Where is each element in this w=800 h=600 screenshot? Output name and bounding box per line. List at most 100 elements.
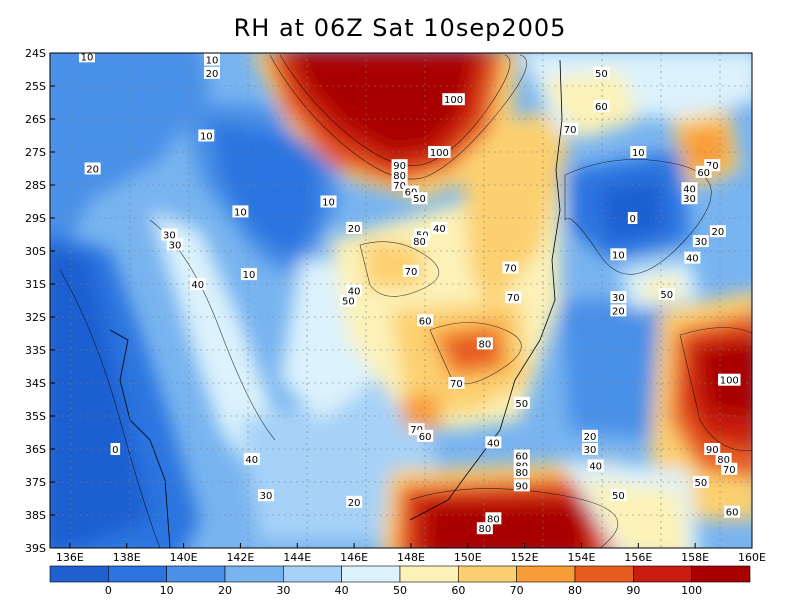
lon-label: 146E bbox=[340, 551, 368, 564]
lon-label: 136E bbox=[56, 551, 84, 564]
svg-text:80: 80 bbox=[478, 524, 491, 535]
lat-label: 30S bbox=[25, 245, 46, 258]
contour-label: 60 bbox=[593, 99, 610, 113]
svg-text:70: 70 bbox=[507, 293, 520, 304]
contour-label: 20 bbox=[204, 66, 220, 80]
svg-text:50: 50 bbox=[595, 69, 608, 80]
contour-label: 70 bbox=[502, 261, 519, 275]
lon-label: 144E bbox=[283, 551, 311, 564]
contour-label: 50 bbox=[610, 489, 627, 502]
colorbar-label: 0 bbox=[105, 584, 112, 597]
colorbar-label: 80 bbox=[568, 584, 582, 597]
lat-label: 32S bbox=[25, 311, 46, 324]
svg-text:80: 80 bbox=[717, 455, 730, 466]
contour-label: 40 bbox=[684, 251, 701, 265]
svg-text:80: 80 bbox=[478, 339, 491, 350]
colorbar-label: 20 bbox=[218, 584, 232, 597]
colorbar-swatch bbox=[283, 565, 342, 583]
lon-label: 142E bbox=[226, 551, 254, 564]
contour-label: 100 bbox=[428, 146, 451, 159]
svg-text:60: 60 bbox=[726, 508, 739, 519]
svg-text:20: 20 bbox=[86, 165, 99, 176]
contour-label: 10 bbox=[240, 268, 257, 281]
contour-label: 30 bbox=[610, 291, 627, 304]
contour-label: 40 bbox=[485, 436, 502, 449]
svg-text:30: 30 bbox=[683, 194, 696, 205]
colorbar-label: 30 bbox=[276, 584, 290, 597]
svg-text:90: 90 bbox=[393, 161, 406, 172]
svg-text:100: 100 bbox=[444, 95, 463, 106]
svg-text:20: 20 bbox=[612, 306, 625, 317]
colorbar: 0 10 20 30 40 50 60 70 80 90 100 bbox=[49, 565, 751, 597]
svg-text:10: 10 bbox=[322, 198, 335, 209]
contour-label: 10 bbox=[630, 146, 647, 159]
colorbar-label: 70 bbox=[510, 584, 524, 597]
svg-text:70: 70 bbox=[450, 379, 463, 390]
contour-label: 10 bbox=[198, 129, 215, 143]
svg-text:60: 60 bbox=[419, 316, 432, 327]
lat-label: 24S bbox=[25, 47, 46, 60]
lat-label: 35S bbox=[25, 410, 46, 423]
contour-label: 50 bbox=[513, 396, 530, 410]
svg-text:40: 40 bbox=[191, 280, 204, 291]
colorbar-swatch bbox=[49, 565, 109, 583]
contour-label: 50 bbox=[692, 476, 709, 489]
svg-text:50: 50 bbox=[612, 491, 625, 502]
lon-label: 138E bbox=[113, 551, 141, 564]
contour-label: 40 bbox=[431, 221, 448, 235]
contour-label: 10 bbox=[78, 50, 95, 63]
svg-text:90: 90 bbox=[706, 445, 719, 456]
svg-text:30: 30 bbox=[612, 293, 625, 304]
colorbar-swatch bbox=[516, 565, 576, 583]
lat-label: 31S bbox=[25, 278, 46, 291]
contour-label: 80 bbox=[476, 522, 493, 535]
svg-text:100: 100 bbox=[720, 376, 739, 387]
svg-text:40: 40 bbox=[487, 438, 500, 449]
colorbar-swatch bbox=[341, 565, 401, 583]
lon-label: 140E bbox=[170, 551, 198, 564]
contour-label: 100 bbox=[718, 373, 741, 387]
svg-text:50: 50 bbox=[413, 194, 426, 205]
contour-label: 60 bbox=[417, 429, 434, 443]
colorbar-swatch bbox=[108, 565, 167, 583]
contour-label: 20 bbox=[84, 162, 101, 176]
contour-label: 80 bbox=[391, 169, 408, 182]
contour-label: 50 bbox=[593, 66, 610, 80]
contour-label: 30 bbox=[681, 192, 698, 205]
svg-text:70: 70 bbox=[393, 181, 406, 192]
svg-text:10: 10 bbox=[632, 148, 645, 159]
svg-text:70: 70 bbox=[706, 161, 719, 172]
svg-text:20: 20 bbox=[584, 432, 597, 443]
lat-label: 26S bbox=[25, 113, 46, 126]
svg-text:80: 80 bbox=[515, 468, 528, 479]
lon-label: 152E bbox=[511, 551, 539, 564]
svg-text:50: 50 bbox=[694, 478, 707, 489]
contour-label: 90 bbox=[391, 159, 408, 172]
contour-label: 70 bbox=[448, 377, 465, 390]
lat-label: 27S bbox=[25, 146, 46, 159]
contour-label: 60 bbox=[417, 314, 434, 327]
contour-label: 60 bbox=[724, 505, 741, 519]
svg-text:60: 60 bbox=[697, 168, 710, 179]
svg-text:20: 20 bbox=[348, 224, 361, 235]
contour-label: 40 bbox=[587, 459, 604, 473]
contour-label: 50 bbox=[411, 192, 428, 205]
svg-text:10: 10 bbox=[206, 56, 219, 67]
svg-text:80: 80 bbox=[413, 237, 426, 248]
contour-label: 90 bbox=[513, 479, 530, 492]
lat-label: 34S bbox=[25, 377, 46, 390]
svg-text:10: 10 bbox=[200, 132, 213, 143]
contour-label: 10 bbox=[320, 195, 337, 209]
colorbar-swatch bbox=[399, 565, 459, 583]
lon-label: 158E bbox=[681, 551, 709, 564]
contour-label: 80 bbox=[476, 337, 493, 350]
contour-label: 30 bbox=[692, 235, 709, 248]
lat-label: 25S bbox=[25, 80, 46, 93]
colorbar-swatch bbox=[224, 565, 284, 583]
contour-label: 0 bbox=[110, 443, 121, 456]
lat-label: 39S bbox=[25, 542, 46, 555]
svg-text:30: 30 bbox=[260, 491, 273, 502]
map-title: RH at 06Z Sat 10sep2005 bbox=[233, 14, 567, 42]
lat-label: 36S bbox=[25, 443, 46, 456]
svg-text:10: 10 bbox=[81, 52, 94, 63]
